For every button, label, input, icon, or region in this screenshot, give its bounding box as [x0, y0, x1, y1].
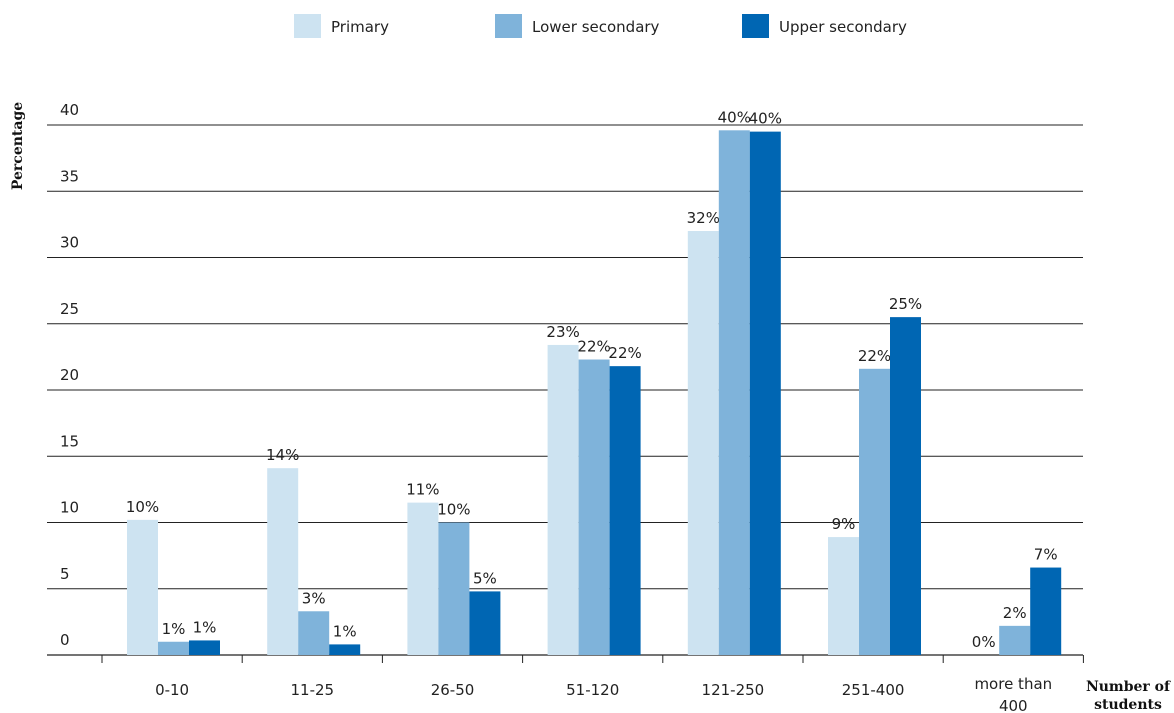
- x-tick-label: 51-120: [566, 681, 619, 699]
- data-label: 2%: [1003, 604, 1027, 622]
- y-tick-label-25: 25: [60, 300, 79, 318]
- legend-label: Upper secondary: [779, 18, 907, 36]
- bar-primary: [687, 231, 719, 655]
- bar-primary: [407, 502, 439, 655]
- x-tick-label: 251-400: [842, 681, 905, 699]
- y-tick-label-10: 10: [60, 499, 79, 517]
- legend-label: Primary: [331, 18, 389, 36]
- y-tick-label-35: 35: [60, 167, 79, 185]
- bar-lower-secondary: [438, 522, 470, 655]
- y-tick-label-0: 0: [60, 631, 70, 649]
- data-label: 5%: [473, 569, 497, 587]
- y-axis-title: Percentage: [10, 102, 26, 190]
- data-label: 0%: [972, 633, 996, 651]
- legend-swatch-lower-secondary: [495, 14, 522, 38]
- legend-label: Lower secondary: [532, 18, 660, 36]
- bar-primary: [127, 519, 158, 655]
- data-label: 1%: [193, 618, 217, 636]
- x-tick-label: 121-250: [702, 681, 765, 699]
- x-tick-label: 0-10: [155, 681, 189, 699]
- bar-upper-secondary: [890, 317, 921, 655]
- bar-upper-secondary: [609, 366, 641, 655]
- data-label: 7%: [1034, 546, 1058, 564]
- data-label: 9%: [832, 515, 856, 533]
- data-label: 23%: [546, 323, 579, 341]
- data-label: 22%: [577, 338, 610, 356]
- y-tick-label-30: 30: [60, 234, 79, 252]
- bar-lower-secondary: [999, 625, 1031, 655]
- legend-swatch-upper-secondary: [742, 14, 769, 38]
- y-tick-label-15: 15: [60, 432, 79, 450]
- bar-lower-secondary: [298, 611, 330, 655]
- data-label: 22%: [858, 347, 891, 365]
- data-label: 10%: [126, 498, 159, 516]
- bar-primary: [828, 537, 859, 655]
- bar-upper-secondary: [469, 591, 501, 655]
- x-axis-title: students: [1094, 697, 1162, 713]
- data-label: 10%: [437, 501, 470, 519]
- data-label: 1%: [162, 620, 186, 638]
- x-tick-label: more than: [974, 675, 1052, 693]
- data-label: 22%: [608, 344, 641, 362]
- data-label: 40%: [749, 110, 782, 128]
- bar-upper-secondary: [749, 131, 781, 655]
- bar-lower-secondary: [718, 130, 750, 656]
- bar-lower-secondary: [859, 368, 890, 655]
- data-label: 3%: [302, 589, 326, 607]
- x-tick-label: 11-25: [291, 681, 335, 699]
- data-label: 11%: [406, 481, 439, 499]
- data-label: 14%: [266, 446, 299, 464]
- bar-lower-secondary: [158, 641, 189, 655]
- bar-primary: [547, 344, 579, 655]
- x-tick-label: 26-50: [431, 681, 475, 699]
- x-axis-title: Number of: [1086, 679, 1171, 695]
- data-label: 25%: [889, 295, 922, 313]
- y-tick-label-20: 20: [60, 366, 79, 384]
- data-label: 1%: [333, 622, 357, 640]
- bar-upper-secondary: [329, 644, 361, 655]
- bar-lower-secondary: [578, 359, 610, 655]
- y-tick-label-5: 5: [60, 565, 70, 583]
- bar-primary: [267, 468, 299, 655]
- data-label: 40%: [718, 108, 751, 126]
- legend-swatch-primary: [294, 14, 321, 38]
- y-tick-label-40: 40: [60, 101, 79, 119]
- x-tick-label: 400: [999, 697, 1028, 713]
- bar-upper-secondary: [1030, 567, 1062, 655]
- bar-upper-secondary: [189, 640, 220, 655]
- data-label: 32%: [687, 209, 720, 227]
